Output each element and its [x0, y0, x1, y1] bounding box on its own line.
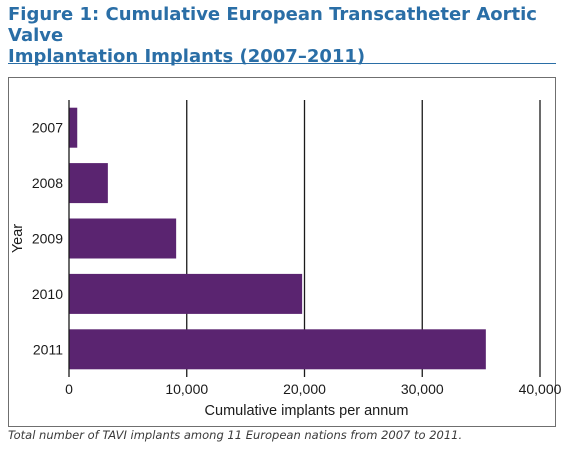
- figure-title-line-2: Implantation Implants (2007–2011): [8, 46, 366, 67]
- chart-frame: [8, 77, 556, 427]
- x-axis-title: Cumulative implants per annum: [205, 403, 409, 419]
- bar-2011: [69, 329, 486, 370]
- x-tick-label-0: 0: [65, 381, 73, 397]
- bar-2010: [69, 273, 303, 314]
- bar-2008: [69, 163, 108, 204]
- figure-title: Figure 1: Cumulative European Transcathe…: [8, 4, 558, 67]
- title-divider: [8, 63, 556, 64]
- y-axis-title: Year: [10, 224, 26, 253]
- y-tick-label-2007: 2007: [32, 120, 63, 136]
- x-tick-label-4: 40,000: [519, 381, 562, 397]
- bar-2007: [69, 107, 78, 148]
- y-tick-label-2009: 2009: [32, 231, 63, 247]
- bar-2009: [69, 218, 177, 259]
- x-tick-label-2: 20,000: [283, 381, 326, 397]
- y-tick-label-2011: 2011: [33, 341, 63, 357]
- y-tick-label-2008: 2008: [32, 175, 63, 191]
- x-tick-label-1: 10,000: [165, 381, 208, 397]
- y-tick-label-2010: 2010: [32, 286, 63, 302]
- x-tick-label-3: 30,000: [401, 381, 444, 397]
- figure-caption: Total number of TAVI implants among 11 E…: [8, 428, 463, 442]
- figure-title-line-1: Figure 1: Cumulative European Transcathe…: [8, 4, 537, 46]
